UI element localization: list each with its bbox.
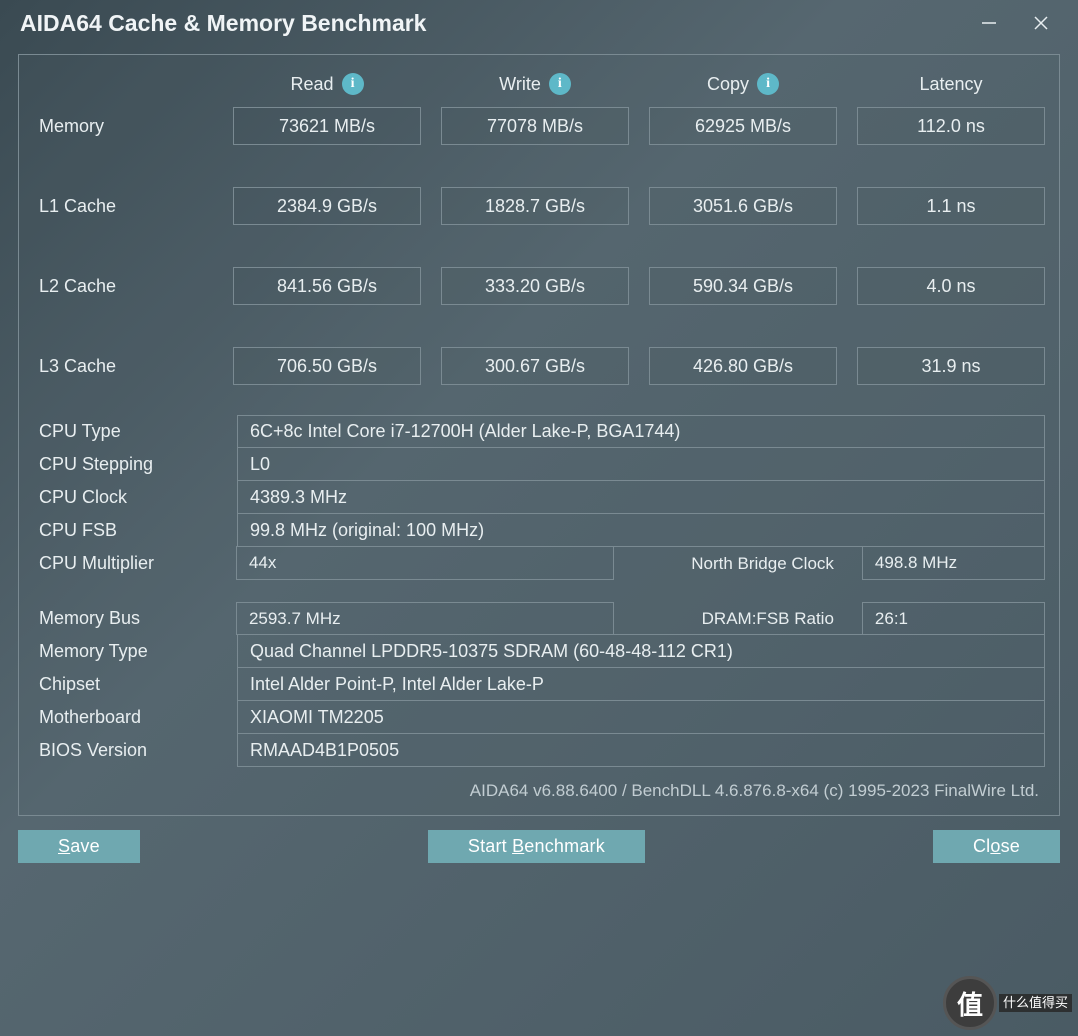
row-label-l3: L3 Cache: [33, 350, 213, 383]
motherboard-value: XIAOMI TM2205: [237, 700, 1045, 734]
table-row: Motherboard XIAOMI TM2205: [33, 701, 1045, 734]
dram-ratio-value: 26:1: [862, 602, 1045, 635]
table-row: Memory Type Quad Channel LPDDR5-10375 SD…: [33, 635, 1045, 668]
col-header-latency: Latency: [857, 74, 1045, 107]
memory-read: 73621 MB/s: [233, 107, 421, 145]
table-row: Memory Bus 2593.7 MHz DRAM:FSB Ratio 26:…: [33, 602, 1045, 635]
l3-read: 706.50 GB/s: [233, 347, 421, 385]
l2-latency: 4.0 ns: [857, 267, 1045, 305]
info-icon[interactable]: i: [342, 73, 364, 95]
bios-label: BIOS Version: [33, 734, 223, 767]
cpu-stepping-label: CPU Stepping: [33, 448, 223, 481]
col-header-read-label: Read: [290, 74, 333, 95]
l2-copy: 590.34 GB/s: [649, 267, 837, 305]
memory-write: 77078 MB/s: [441, 107, 629, 145]
l1-latency: 1.1 ns: [857, 187, 1045, 225]
row-label-l2: L2 Cache: [33, 270, 213, 303]
col-header-copy: Copy i: [649, 73, 837, 107]
watermark: 值 什么值得买: [943, 976, 1072, 1030]
l1-copy: 3051.6 GB/s: [649, 187, 837, 225]
main-panel: Read i Write i Copy i Latency Memory 736…: [18, 54, 1060, 816]
col-header-write-label: Write: [499, 74, 541, 95]
info-icon[interactable]: i: [757, 73, 779, 95]
cpu-type-label: CPU Type: [33, 415, 223, 448]
minimize-button[interactable]: [980, 14, 998, 32]
cpu-mult-label: CPU Multiplier: [33, 547, 222, 580]
table-row: BIOS Version RMAAD4B1P0505: [33, 734, 1045, 767]
col-header-read: Read i: [233, 73, 421, 107]
mem-bus-label: Memory Bus: [33, 602, 222, 635]
bios-value: RMAAD4B1P0505: [237, 733, 1045, 767]
cpu-clock-label: CPU Clock: [33, 481, 223, 514]
cpu-stepping-value: L0: [237, 447, 1045, 481]
table-row: CPU FSB 99.8 MHz (original: 100 MHz): [33, 514, 1045, 547]
close-dialog-button[interactable]: Close: [933, 830, 1060, 863]
l3-latency: 31.9 ns: [857, 347, 1045, 385]
table-row: CPU Multiplier 44x North Bridge Clock 49…: [33, 547, 1045, 580]
cpu-fsb-label: CPU FSB: [33, 514, 223, 547]
table-row: CPU Stepping L0: [33, 448, 1045, 481]
window-controls: [980, 14, 1058, 32]
watermark-text: 什么值得买: [999, 994, 1072, 1012]
window-title: AIDA64 Cache & Memory Benchmark: [20, 10, 980, 37]
button-bar: Save Start Benchmark Close: [0, 816, 1078, 863]
cpu-info-table: CPU Type 6C+8c Intel Core i7-12700H (Ald…: [33, 415, 1045, 767]
dram-ratio-label: DRAM:FSB Ratio: [628, 602, 848, 635]
l1-write: 1828.7 GB/s: [441, 187, 629, 225]
cpu-type-value: 6C+8c Intel Core i7-12700H (Alder Lake-P…: [237, 415, 1045, 448]
table-row: CPU Type 6C+8c Intel Core i7-12700H (Ald…: [33, 415, 1045, 448]
start-benchmark-button[interactable]: Start Benchmark: [428, 830, 645, 863]
cpu-mult-value: 44x: [236, 546, 614, 580]
motherboard-label: Motherboard: [33, 701, 223, 734]
col-header-copy-label: Copy: [707, 74, 749, 95]
nb-clock-value: 498.8 MHz: [862, 546, 1045, 580]
cpu-fsb-value: 99.8 MHz (original: 100 MHz): [237, 513, 1045, 547]
close-button[interactable]: [1032, 14, 1050, 32]
row-label-memory: Memory: [33, 110, 213, 143]
l2-write: 333.20 GB/s: [441, 267, 629, 305]
memory-copy: 62925 MB/s: [649, 107, 837, 145]
l1-read: 2384.9 GB/s: [233, 187, 421, 225]
chipset-value: Intel Alder Point-P, Intel Alder Lake-P: [237, 667, 1045, 701]
info-icon[interactable]: i: [549, 73, 571, 95]
cpu-clock-value: 4389.3 MHz: [237, 480, 1045, 514]
titlebar: AIDA64 Cache & Memory Benchmark: [0, 0, 1078, 54]
l3-write: 300.67 GB/s: [441, 347, 629, 385]
mem-type-label: Memory Type: [33, 635, 223, 668]
chipset-label: Chipset: [33, 668, 223, 701]
l3-copy: 426.80 GB/s: [649, 347, 837, 385]
nb-clock-label: North Bridge Clock: [628, 547, 848, 580]
table-row: Chipset Intel Alder Point-P, Intel Alder…: [33, 668, 1045, 701]
row-label-l1: L1 Cache: [33, 190, 213, 223]
col-header-write: Write i: [441, 73, 629, 107]
save-button[interactable]: Save: [18, 830, 140, 863]
version-footer: AIDA64 v6.88.6400 / BenchDLL 4.6.876.8-x…: [33, 767, 1045, 803]
mem-type-value: Quad Channel LPDDR5-10375 SDRAM (60-48-4…: [237, 634, 1045, 668]
benchmark-grid: Read i Write i Copy i Latency Memory 736…: [33, 73, 1045, 385]
watermark-badge-icon: 值: [943, 976, 997, 1030]
l2-read: 841.56 GB/s: [233, 267, 421, 305]
table-row: CPU Clock 4389.3 MHz: [33, 481, 1045, 514]
memory-latency: 112.0 ns: [857, 107, 1045, 145]
mem-bus-value: 2593.7 MHz: [236, 602, 614, 635]
col-header-latency-label: Latency: [919, 74, 982, 95]
